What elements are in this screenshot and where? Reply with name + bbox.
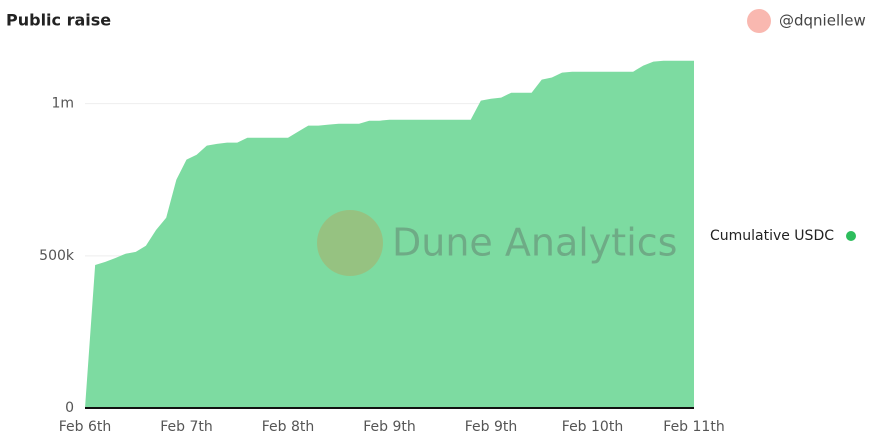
- x-tick-label: Feb 9th: [465, 419, 518, 435]
- y-tick-label: 1m: [51, 96, 74, 112]
- author[interactable]: @dqniellew: [779, 12, 866, 30]
- chart-title: Public raise: [6, 11, 111, 30]
- x-tick-label: Feb 10th: [562, 419, 623, 435]
- y-tick-label: 500k: [39, 248, 75, 264]
- x-tick-label: Feb 11th: [663, 419, 724, 435]
- legend-label: Cumulative USDC: [710, 228, 834, 244]
- x-tick-label: Feb 8th: [262, 419, 315, 435]
- area: [85, 60, 694, 408]
- y-tick-label: 0: [65, 400, 74, 416]
- watermark: Dune Analytics: [392, 221, 677, 265]
- x-tick-label: Feb 7th: [160, 419, 213, 435]
- x-tick-label: Feb 9th: [363, 419, 416, 435]
- watermark-logo: [317, 210, 383, 276]
- legend-marker: [846, 231, 856, 241]
- x-tick-label: Feb 6th: [59, 419, 112, 435]
- avatar: [747, 9, 771, 33]
